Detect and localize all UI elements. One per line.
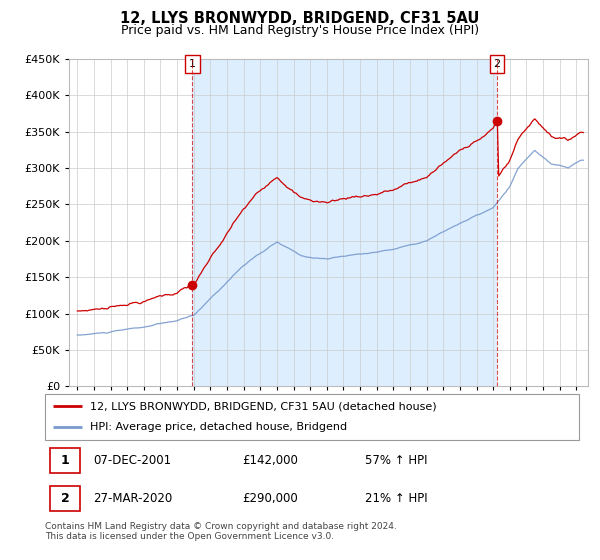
FancyBboxPatch shape <box>50 449 80 473</box>
Text: 1: 1 <box>189 59 196 69</box>
Text: Price paid vs. HM Land Registry's House Price Index (HPI): Price paid vs. HM Land Registry's House … <box>121 24 479 36</box>
Text: 1: 1 <box>61 454 70 467</box>
Text: 12, LLYS BRONWYDD, BRIDGEND, CF31 5AU (detached house): 12, LLYS BRONWYDD, BRIDGEND, CF31 5AU (d… <box>91 401 437 411</box>
Bar <box>193 59 497 386</box>
Text: 57% ↑ HPI: 57% ↑ HPI <box>365 454 428 467</box>
Text: 2: 2 <box>61 492 70 505</box>
Text: 12, LLYS BRONWYDD, BRIDGEND, CF31 5AU: 12, LLYS BRONWYDD, BRIDGEND, CF31 5AU <box>121 11 479 26</box>
FancyBboxPatch shape <box>45 394 579 440</box>
Text: £142,000: £142,000 <box>242 454 298 467</box>
Text: £290,000: £290,000 <box>242 492 298 505</box>
FancyBboxPatch shape <box>50 486 80 511</box>
Text: 2: 2 <box>493 59 500 69</box>
Text: HPI: Average price, detached house, Bridgend: HPI: Average price, detached house, Brid… <box>91 422 347 432</box>
Text: 21% ↑ HPI: 21% ↑ HPI <box>365 492 428 505</box>
Text: 07-DEC-2001: 07-DEC-2001 <box>93 454 171 467</box>
Text: 27-MAR-2020: 27-MAR-2020 <box>93 492 172 505</box>
Text: Contains HM Land Registry data © Crown copyright and database right 2024.
This d: Contains HM Land Registry data © Crown c… <box>45 522 397 542</box>
